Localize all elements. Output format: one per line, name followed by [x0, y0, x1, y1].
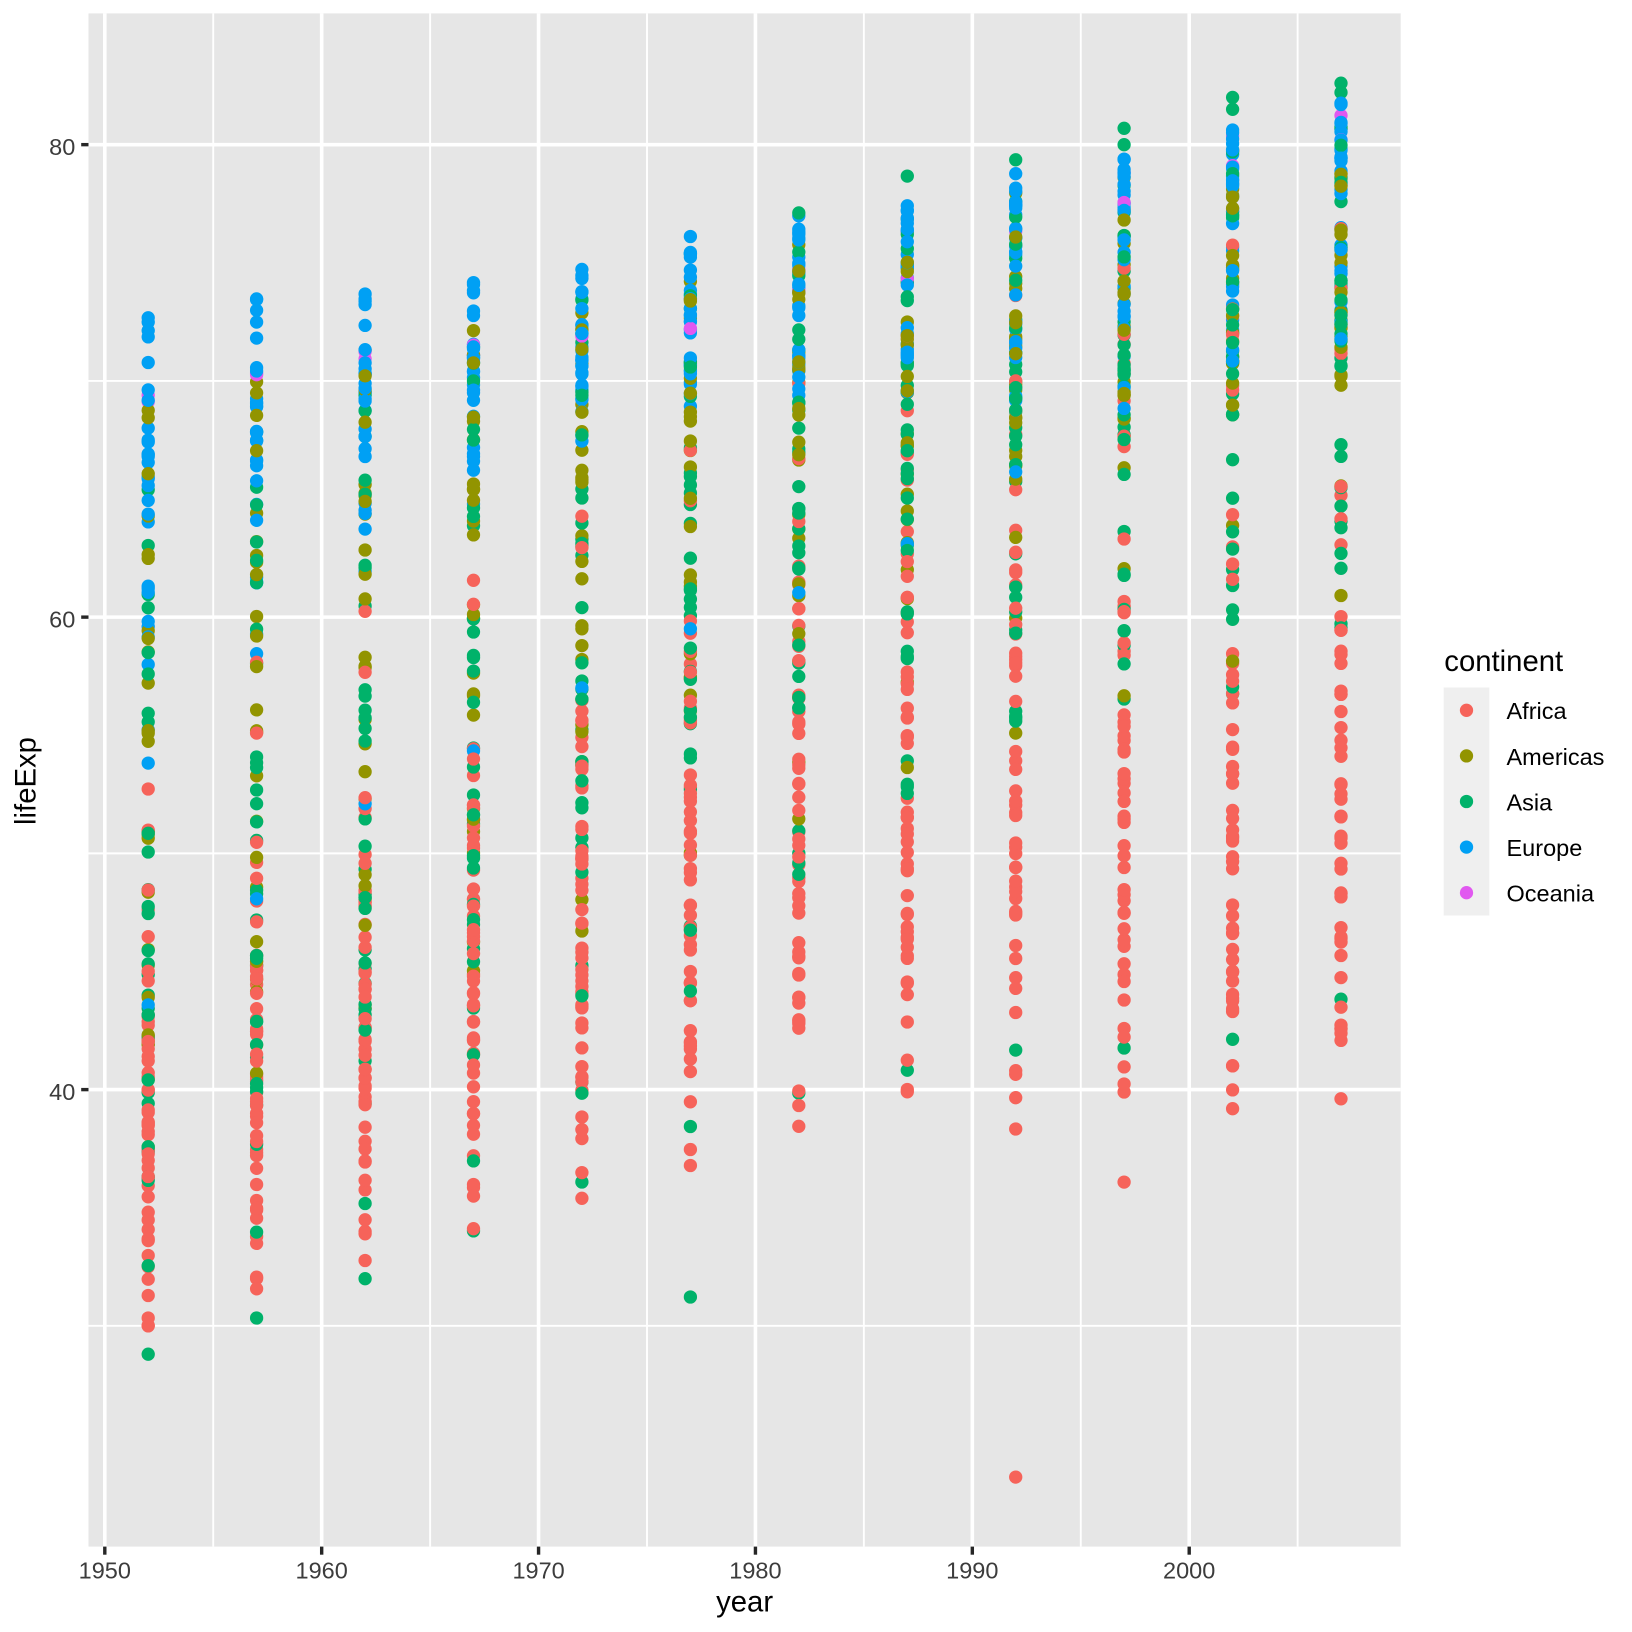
svg-text:Oceania: Oceania [1507, 881, 1595, 907]
svg-text:Americas: Americas [1507, 744, 1605, 770]
svg-text:40: 40 [49, 1079, 75, 1105]
svg-text:1970: 1970 [512, 1557, 564, 1583]
svg-text:80: 80 [49, 134, 75, 160]
svg-text:1990: 1990 [946, 1557, 998, 1583]
svg-text:year: year [716, 1585, 773, 1618]
svg-text:Africa: Africa [1507, 698, 1568, 724]
svg-text:1980: 1980 [729, 1557, 781, 1583]
svg-text:1950: 1950 [79, 1557, 131, 1583]
svg-text:Asia: Asia [1507, 789, 1554, 815]
svg-text:1960: 1960 [296, 1557, 348, 1583]
svg-text:2000: 2000 [1163, 1557, 1215, 1583]
svg-text:lifeExp: lifeExp [10, 737, 43, 825]
svg-text:Europe: Europe [1507, 835, 1583, 861]
svg-text:continent: continent [1444, 645, 1563, 678]
svg-text:60: 60 [49, 606, 75, 632]
